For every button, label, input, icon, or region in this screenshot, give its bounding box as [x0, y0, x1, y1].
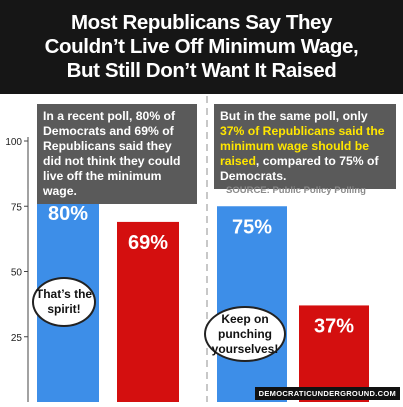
right-note-pre: But in the same poll, only — [220, 109, 368, 123]
bar-value-label: 69% — [128, 232, 168, 254]
headline-line-3: But Still Don’t Want It Raised — [66, 59, 337, 82]
bar-value-label: 37% — [314, 315, 354, 337]
headline: Most Republicans Say They Couldn’t Live … — [0, 0, 403, 94]
left-poll-note: In a recent poll, 80% of Democrats and 6… — [37, 104, 197, 204]
bar-1-republicans — [117, 221, 179, 402]
bar-chart: 25 50 75 100 80% 69% 75% 37% In a recent poll, … — [0, 94, 403, 402]
headline-line-1: Most Republicans Say They — [70, 11, 333, 34]
chart-svg: 25 50 75 100 80% 69% 75% 37% — [5, 96, 369, 402]
y-tick-label: 100 — [5, 137, 22, 148]
bar-2-republicans — [299, 305, 369, 402]
y-tick-label: 25 — [11, 333, 23, 344]
bar-2-democrats — [217, 206, 287, 402]
y-tick-label: 75 — [11, 202, 23, 213]
bar-value-label: 80% — [48, 203, 88, 225]
right-note-highlight: 37% of Republicans said the minimum wage… — [220, 124, 385, 168]
right-poll-note: But in the same poll, only 37% of Republ… — [214, 104, 396, 189]
speech-bubble-left: That’s the spirit! — [32, 277, 96, 327]
bar-value-label: 75% — [232, 216, 272, 238]
y-tick-label: 50 — [11, 268, 23, 279]
source-note: SOURCE: Public Policy Polling — [226, 185, 366, 196]
speech-bubble-right: Keep on punching yourselves! — [204, 306, 286, 362]
headline-line-2: Couldn’t Live Off Minimum Wage, — [44, 35, 359, 58]
right-note-post: , compared to 75% of Democrats. — [220, 154, 379, 183]
site-footer: DEMOCRATICUNDERGROUND.COM — [254, 387, 400, 400]
